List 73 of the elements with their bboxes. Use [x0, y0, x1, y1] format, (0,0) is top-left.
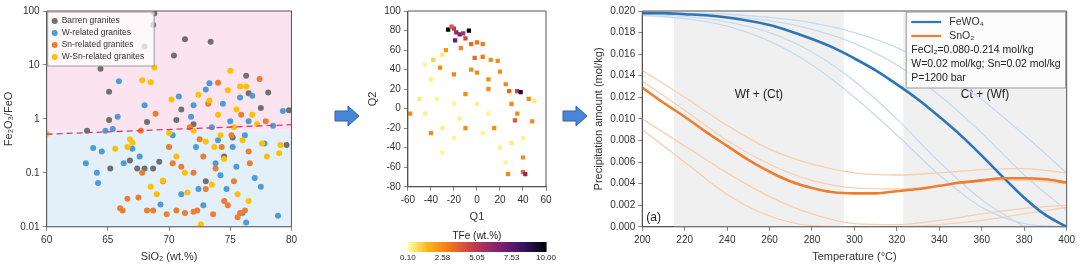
x-axis-title: Temperature (°C) — [812, 250, 897, 263]
y-tick-label: 0.004 — [610, 177, 636, 189]
y-tick-label: -60 — [386, 161, 402, 173]
color-bar-label: 0.10 — [400, 253, 417, 263]
x-tick-label: 0 — [474, 193, 481, 205]
y-tick-label: 0.000 — [610, 220, 636, 232]
x-tick-label: 300 — [846, 233, 864, 245]
legend-label: Barren granites — [61, 15, 120, 26]
color-bar-label: 2.58 — [434, 253, 451, 263]
y-tick-label: 100 — [22, 4, 41, 16]
y-tick-label: 0.01 — [20, 220, 41, 232]
y-tick-label: 0 — [395, 102, 402, 114]
color-bar-title: TFe (wt.%) — [452, 229, 502, 241]
legend-label: SnO₂ — [949, 28, 975, 41]
x-tick-label: 280 — [803, 233, 821, 245]
x-tick-label: 380 — [1015, 233, 1033, 245]
x-tick-label: 240 — [718, 233, 736, 245]
legend-label: Sn-related granites — [61, 39, 134, 50]
y-tick-label: 0.018 — [610, 26, 636, 38]
y-tick-label: 0.012 — [610, 91, 636, 103]
legend-label: W-related granites — [61, 27, 131, 38]
y-tick-label: 100 — [384, 4, 402, 16]
annotation: FeCl₂=0.080-0.214 mol/kg — [911, 42, 1034, 55]
y-tick-label: -20 — [386, 121, 402, 133]
x-tick-label: 220 — [676, 233, 694, 245]
band-label: Wf + (Ct) — [734, 87, 784, 102]
y-tick-label: 80 — [389, 24, 402, 36]
annotation: W=0.02 mol/kg; Sn=0.02 mol/kg — [911, 56, 1061, 69]
x-tick-label: 75 — [224, 233, 237, 245]
x-axis-title: Q1 — [469, 210, 485, 223]
legend-label: FeWO₄ — [949, 14, 984, 27]
color-bar-label: 5.05 — [469, 253, 486, 263]
x-tick-label: -20 — [446, 193, 462, 205]
y-axis-title: Q2 — [365, 91, 378, 107]
y-tick-label: 0.016 — [610, 47, 636, 59]
y-tick-label: -80 — [386, 180, 402, 192]
x-tick-label: 340 — [930, 233, 949, 245]
x-tick-label: 200 — [633, 233, 651, 245]
x-tick-label: 20 — [494, 193, 506, 205]
y-axis-title: Fe₂O₃/FeO — [1, 91, 14, 147]
x-tick-label: 40 — [517, 193, 529, 205]
y-tick-label: 1 — [34, 112, 41, 124]
y-tick-label: 0.006 — [610, 155, 636, 167]
x-tick-label: 60 — [540, 193, 552, 205]
y-tick-label: 20 — [389, 82, 402, 94]
y-tick-label: 0.1 — [25, 166, 41, 178]
x-tick-label: 320 — [888, 233, 906, 245]
y-tick-label: 10 — [28, 58, 41, 70]
y-tick-label: 60 — [389, 43, 402, 55]
y-tick-label: 0.020 — [610, 4, 636, 16]
x-tick-label: 65 — [102, 233, 114, 245]
y-axis-title: Precipitation amount (mol/kg) — [591, 47, 604, 191]
color-bar-label: 10.00 — [535, 253, 557, 263]
y-tick-label: 0.002 — [610, 198, 636, 210]
x-tick-label: 400 — [1058, 233, 1076, 245]
y-tick-label: 0.010 — [610, 112, 636, 124]
x-tick-label: 60 — [41, 233, 53, 245]
y-tick-label: 40 — [389, 63, 402, 75]
x-tick-label: -40 — [423, 193, 439, 205]
x-axis-title: SiO₂ (wt.%) — [140, 250, 198, 263]
y-tick-label: 0.008 — [610, 134, 636, 146]
x-tick-label: 80 — [285, 233, 298, 245]
x-tick-label: -60 — [400, 193, 416, 205]
legend-label: W-Sn-related granites — [61, 51, 145, 62]
x-tick-label: 260 — [761, 233, 779, 245]
y-tick-label: -40 — [386, 141, 402, 153]
x-tick-label: 70 — [163, 233, 176, 245]
annotation: P=1200 bar — [911, 70, 967, 83]
x-tick-label: 360 — [973, 233, 991, 245]
color-bar-label: 7.53 — [503, 253, 520, 263]
y-tick-label: 0.014 — [610, 69, 636, 81]
text: (a) — [646, 210, 661, 225]
band-label: Ct + (Wf) — [960, 87, 1010, 102]
